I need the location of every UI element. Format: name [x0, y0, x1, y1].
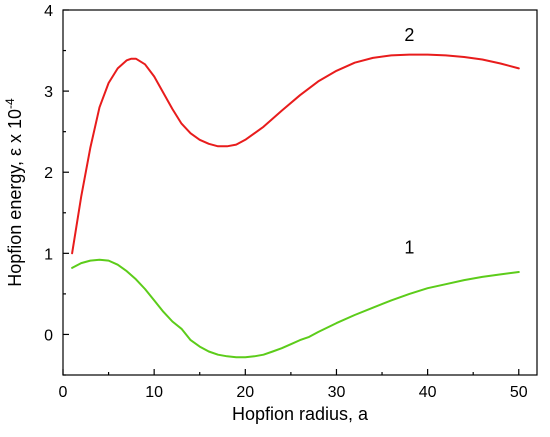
x-axis-label: Hopfion radius, a [232, 404, 369, 424]
x-tick-label: 10 [145, 384, 163, 401]
series-line-2 [71, 53, 520, 255]
series-layer: 12 [71, 25, 520, 359]
y-axis-label: Hopfion energy, ε x 10-4 [3, 98, 25, 287]
y-tick-label: 2 [44, 165, 53, 182]
x-tick-label: 50 [510, 384, 528, 401]
y-tick-label: 1 [44, 246, 53, 263]
x-tick-label: 30 [328, 384, 346, 401]
x-tick-label: 40 [419, 384, 437, 401]
y-tick-label: 4 [44, 3, 53, 20]
series-label-2: 2 [404, 25, 414, 45]
y-tick-label: 3 [44, 84, 53, 101]
series-line-1 [71, 258, 520, 359]
y-tick-label: 0 [44, 327, 53, 344]
y-axis-label-text: Hopfion energy, ε x 10 [5, 109, 25, 287]
x-tick-label: 0 [59, 384, 68, 401]
plot-frame [62, 9, 538, 376]
x-tick-label: 20 [236, 384, 254, 401]
series-label-1: 1 [404, 237, 414, 257]
y-axis-label-exponent: -4 [3, 98, 17, 109]
